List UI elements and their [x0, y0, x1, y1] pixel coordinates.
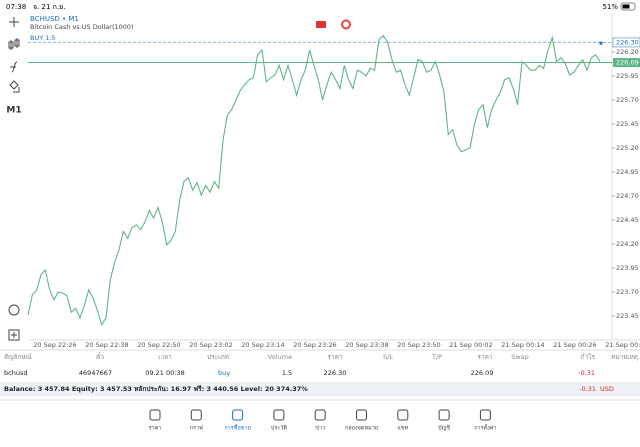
y-tick-label: 224.45 [616, 216, 639, 224]
battery-level [622, 4, 630, 9]
tab-label[interactable]: การซื้อขาย [224, 424, 250, 432]
column-header: Volume [268, 353, 292, 361]
tab-label[interactable]: ราคา [149, 426, 162, 432]
y-tick-label: 226.20 [616, 48, 639, 56]
cell-time: 09.21 00:38 [145, 369, 184, 377]
cell-symbol: bchusd [4, 369, 27, 377]
cell-volume: 1.5 [282, 369, 292, 377]
x-tick-label: 20 Sep 23:26 [293, 341, 336, 349]
x-tick-label: 21 Sep 00:26 [553, 341, 596, 349]
currency: USD [600, 385, 614, 393]
tab-icon[interactable] [479, 409, 491, 421]
zoom-tool[interactable] [8, 304, 20, 316]
y-tick-label: 225.20 [616, 144, 639, 152]
y-tick-label: 223.70 [616, 288, 639, 296]
tab-label[interactable]: แชท [397, 425, 408, 432]
price-line [27, 34, 601, 326]
x-tick-label: 20 Sep 22:50 [137, 341, 180, 349]
x-tick-label: 20 Sep 22:38 [85, 341, 128, 349]
tab-label[interactable]: ข่าว [315, 426, 325, 432]
flag-icon [316, 21, 326, 28]
tab-label[interactable]: บัญชี [438, 425, 450, 432]
balance-bar [0, 382, 640, 396]
chart-description: Bitcoin Cash vs US Dollar(1000) [30, 23, 134, 31]
y-tick-label: 223.45 [616, 312, 639, 320]
x-tick-label: 20 Sep 23:50 [397, 341, 440, 349]
x-tick-label: 20 Sep 22:26 [33, 341, 76, 349]
x-tick-label: 20 Sep 23:14 [241, 341, 284, 349]
status-time: 07:38 [6, 3, 26, 11]
balance-text: Balance: 3 457.84 Equity: 3 457.53 หลักป… [4, 385, 308, 393]
tab-label[interactable]: การตั้งค่า [474, 424, 496, 432]
column-header: Swap [511, 353, 529, 361]
y-tick-label: 223.95 [616, 264, 639, 272]
column-header: สัญลักษณ์ [4, 353, 32, 361]
x-tick-label: 21 Sep 00:38 [605, 341, 640, 349]
coin-icon [341, 19, 351, 30]
total-profit: -0.31 [579, 385, 596, 393]
battery-icon [620, 2, 636, 11]
tab-icon[interactable] [149, 409, 161, 421]
buy-price-label: 226.30 [616, 38, 639, 46]
buy-price-box [612, 37, 640, 48]
x-tick-label: 20 Sep 23:02 [189, 341, 232, 349]
tab-icon[interactable] [314, 409, 326, 421]
y-tick-label: 225.45 [616, 120, 639, 128]
y-tick-label: 224.20 [616, 240, 639, 248]
tab-icon[interactable] [232, 409, 244, 421]
tab-icon[interactable] [190, 409, 202, 421]
bid-price-box [613, 58, 640, 68]
x-tick-label: 21 Sep 00:14 [501, 341, 544, 349]
tab-icon[interactable] [397, 409, 409, 421]
column-header: หมายเหตุ [611, 353, 638, 361]
position-label: BUY 1.5 [30, 34, 56, 42]
column-header: T/P [431, 353, 442, 361]
battery-text: 51% [602, 3, 618, 11]
left-toolbar [8, 17, 20, 341]
tab-label[interactable]: กราฟ [190, 425, 203, 432]
cell-price: 226.09 [471, 369, 494, 377]
buy-star: ★ [598, 39, 604, 47]
tab-icon[interactable] [273, 409, 285, 421]
bid-price-label: 226.09 [616, 59, 639, 67]
column-header: ราคา [327, 353, 342, 361]
y-tick-label: 225.70 [616, 96, 639, 104]
status-date: จ. 21 ก.ย. [33, 3, 65, 11]
crosshair-tool[interactable] [9, 17, 19, 27]
column-header: กำไร [581, 353, 596, 361]
x-tick-label: 21 Sep 00:02 [449, 341, 492, 349]
cell-ticket: 46947667 [79, 369, 112, 377]
y-tick-label: 224.95 [616, 168, 639, 176]
column-header: ประเภท [207, 353, 229, 361]
add-tool[interactable] [8, 329, 20, 341]
objects-tool[interactable] [9, 80, 20, 93]
cell-type: buy [218, 369, 230, 377]
tab-icon[interactable] [356, 409, 367, 421]
column-header: S/L [383, 353, 393, 361]
timeframe-button[interactable]: M1 [6, 106, 21, 116]
cell-open-price: 226.30 [324, 369, 347, 377]
tab-label[interactable]: ประวัติ [271, 425, 287, 432]
tab-label[interactable]: กล่องจดหมาย [345, 426, 378, 432]
chart-symbol: BCHUSD • M1 [30, 15, 79, 23]
y-tick-label: 225.95 [616, 72, 639, 80]
indicator-tool[interactable] [8, 38, 20, 50]
cell-profit: -0.31 [578, 369, 595, 377]
y-tick-label: 224.70 [616, 192, 639, 200]
column-header: ราคา [477, 353, 492, 361]
tab-icon[interactable] [438, 409, 450, 421]
column-header: เวลา [158, 353, 172, 361]
function-tool[interactable] [10, 61, 18, 73]
x-tick-label: 20 Sep 23:38 [345, 341, 388, 349]
column-header: ตั๋ว [96, 352, 104, 361]
